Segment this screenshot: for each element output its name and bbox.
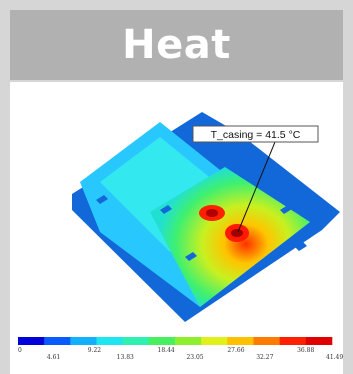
colorbar-segment [253, 337, 280, 345]
colorbar-segment [122, 337, 150, 345]
hot-spot-1-core [206, 209, 218, 217]
thermal-plot: T_casing = 41.5 °C 0 9.22 18.44 27.66 36.88 4… [18, 112, 343, 361]
colorbar-segment [44, 337, 71, 345]
colorbar-tick-label: 27.66 [227, 347, 244, 354]
colorbar-tick-label: 0 [18, 347, 22, 354]
colorbar-tick-label: 23.05 [186, 354, 203, 361]
colorbar-segment [201, 337, 228, 345]
colorbar-ticks: 0 9.22 18.44 27.66 36.88 4.61 13.83 23.05 32.27 4… [18, 347, 343, 361]
colorbar-tick-label: 9.22 [88, 347, 102, 354]
colorbar-tick-label: 13.83 [117, 354, 134, 361]
image-panel: T_casing = 41.5 °C 0 9.22 18.44 27.66 36.88 4… [10, 82, 343, 374]
colorbar-segment [227, 337, 254, 345]
colorbar-segment [175, 337, 202, 345]
colorbar-tick-label: 32.27 [256, 354, 273, 361]
slot [96, 195, 108, 204]
slot [280, 205, 292, 214]
slide-title: Heat [122, 22, 231, 68]
annotation-text: T_casing = 41.5 °C [211, 129, 301, 141]
colorbar-segment [96, 337, 123, 345]
colorbar-tick-label: 18.44 [158, 347, 175, 354]
annotation-leader [237, 141, 276, 233]
colorbar-segment [148, 337, 176, 345]
annotation-box [192, 125, 319, 143]
hot-spot-2-core [231, 229, 243, 237]
slot [295, 242, 307, 251]
title-banner: Heat [10, 10, 343, 80]
colorbar-tick-label: 4.61 [47, 354, 60, 361]
colorbar [18, 337, 333, 345]
colorbar-segment [279, 337, 307, 345]
colorbar-segment [18, 337, 45, 345]
colorbar-segment [305, 337, 333, 345]
colorbar-segment [70, 337, 97, 345]
slot [160, 205, 172, 214]
colorbar-tick-label: 41.49 [326, 354, 343, 361]
colorbar-tick-label: 36.88 [297, 347, 314, 354]
slot [185, 252, 197, 261]
